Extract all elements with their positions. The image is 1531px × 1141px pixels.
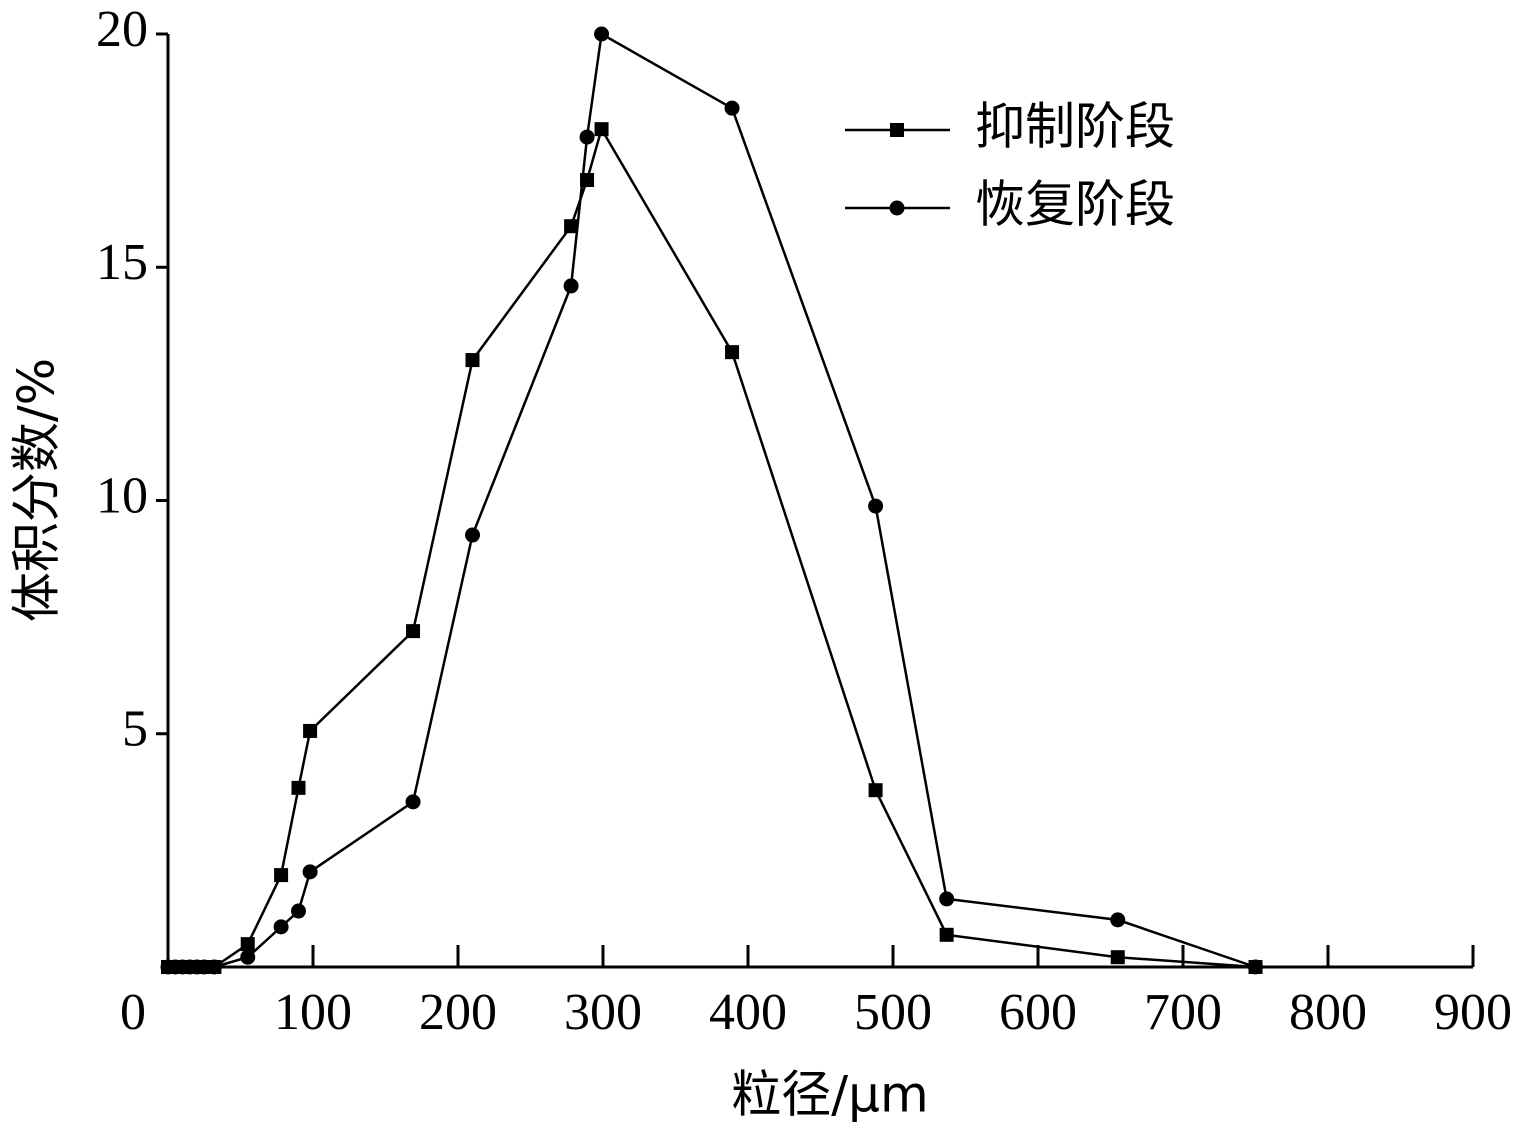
legend-marker	[890, 123, 904, 137]
data-point	[240, 949, 256, 965]
x-tick-label: 500	[854, 984, 932, 1041]
legend-marker	[889, 200, 905, 216]
data-point	[1248, 959, 1263, 975]
legend-label: 抑制阶段	[975, 98, 1175, 156]
data-point	[406, 624, 421, 639]
legend-label: 恢复阶段	[975, 176, 1175, 234]
data-point	[939, 927, 954, 942]
data-point	[725, 345, 740, 360]
data-point	[564, 219, 579, 234]
data-point	[1110, 912, 1126, 928]
data-point	[1110, 950, 1125, 965]
y-tick-label: 10	[96, 467, 148, 524]
data-point	[291, 903, 306, 919]
x-tick-label: 600	[999, 984, 1077, 1041]
x-tick-label: 400	[709, 984, 787, 1041]
data-point	[939, 891, 955, 907]
x-tick-label: 0	[120, 984, 146, 1041]
y-tick-label: 5	[122, 701, 148, 758]
data-point	[563, 278, 579, 294]
data-point	[579, 129, 595, 145]
y-tick-label: 15	[96, 234, 148, 291]
x-tick-label: 100	[274, 984, 352, 1041]
data-point	[594, 122, 609, 137]
x-tick-label: 900	[1434, 984, 1512, 1041]
series-line	[168, 126, 1256, 969]
data-point	[240, 937, 255, 952]
data-point	[594, 26, 610, 42]
x-tick-label: 700	[1144, 984, 1222, 1041]
data-point	[868, 498, 884, 514]
x-tick-label: 300	[564, 984, 642, 1041]
y-axis-label: 体积分数/%	[8, 358, 66, 622]
series-line	[168, 32, 1256, 969]
data-point	[302, 864, 318, 880]
data-point	[273, 919, 289, 935]
x-tick-label: 200	[419, 984, 497, 1041]
data-point	[206, 959, 222, 975]
data-point	[868, 783, 883, 798]
y-tick-label: 20	[96, 1, 148, 58]
data-point	[274, 868, 289, 883]
data-point	[405, 794, 421, 810]
data-point	[465, 527, 480, 543]
data-point	[465, 353, 480, 368]
data-point	[724, 100, 740, 116]
x-tick-label: 800	[1289, 984, 1367, 1041]
data-point	[291, 780, 306, 795]
x-axis-label: 粒径/μm	[731, 1066, 928, 1124]
data-point	[303, 723, 318, 738]
